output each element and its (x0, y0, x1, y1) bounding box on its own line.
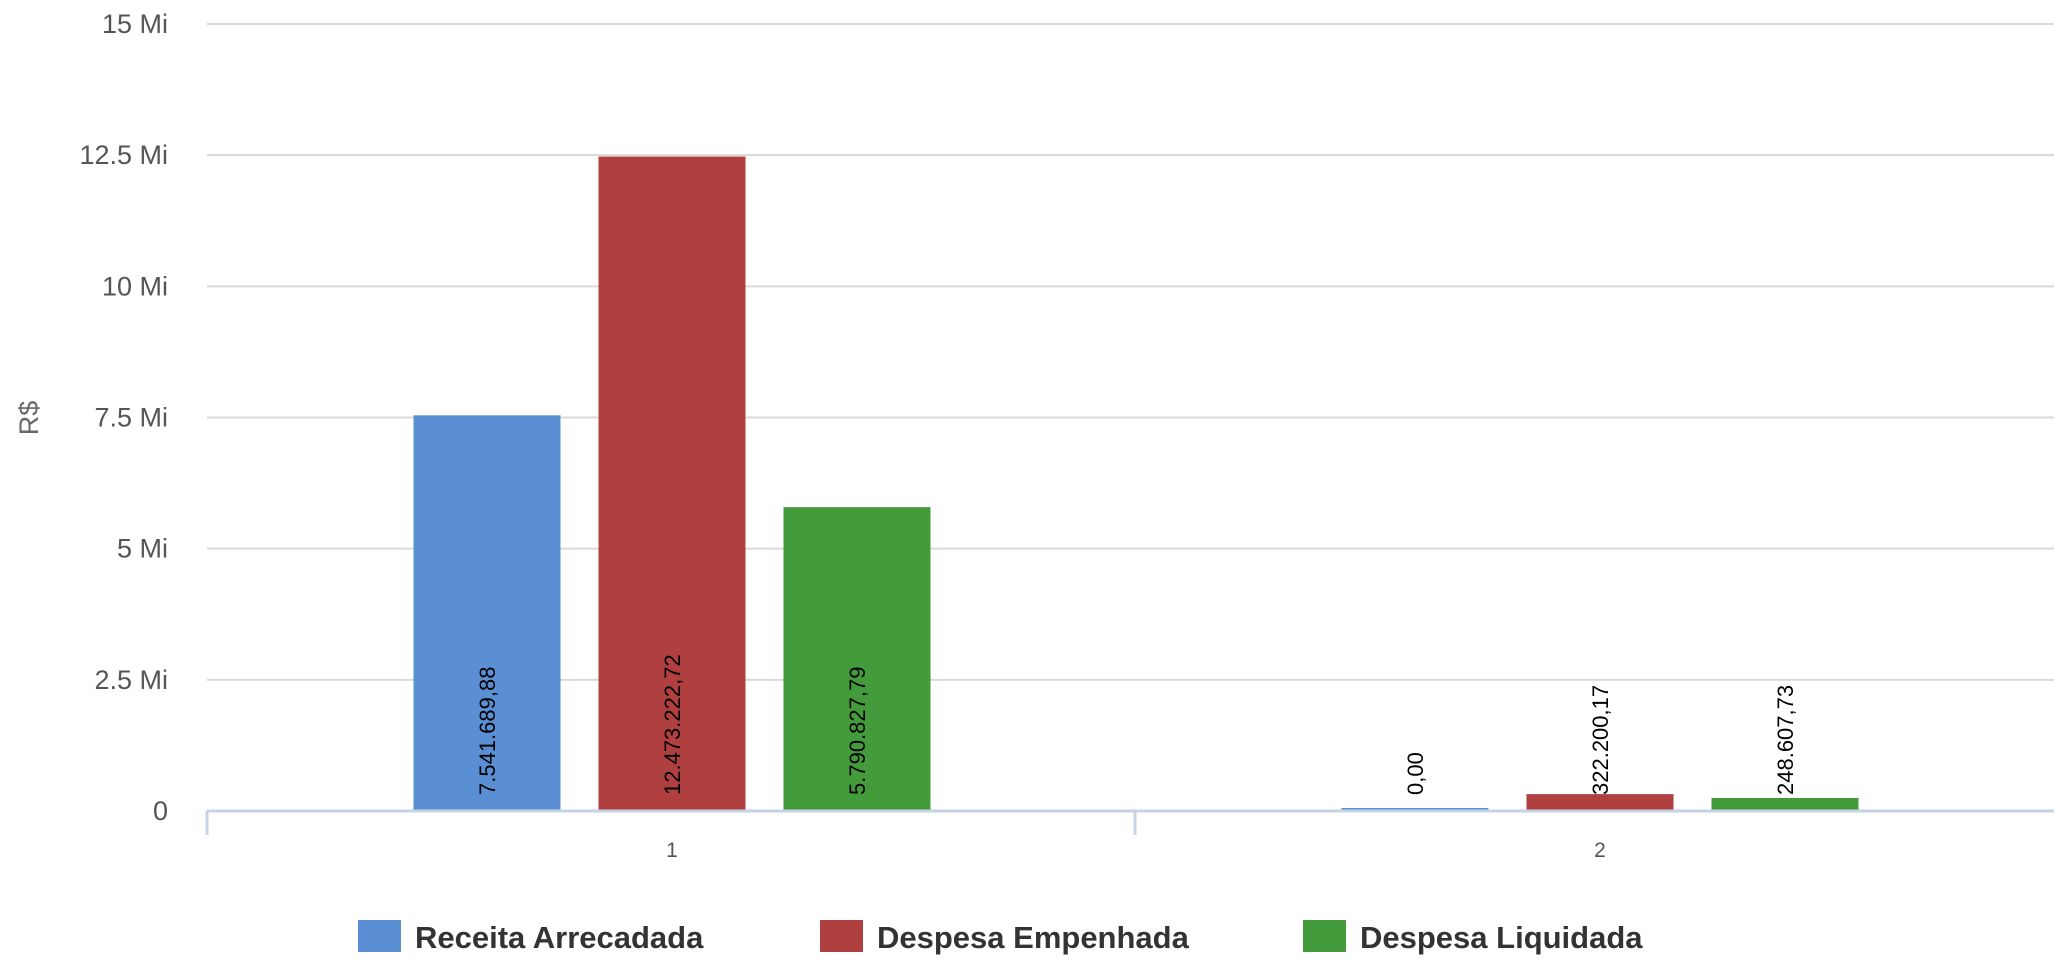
bar-despesa-liquidada[interactable] (783, 507, 931, 811)
legend-swatch (820, 920, 863, 952)
legend-swatch (1303, 920, 1346, 952)
bar-despesa-liquidada[interactable] (1711, 797, 1859, 811)
bar-despesa-empenhada[interactable] (1526, 794, 1674, 811)
bar-despesa-empenhada[interactable] (598, 156, 746, 811)
y-tick-label: 15 Mi (102, 9, 168, 39)
data-label: 0,00 (1403, 752, 1428, 795)
legend-label: Despesa Liquidada (1360, 920, 1643, 955)
y-tick-label: 10 Mi (102, 271, 168, 301)
y-tick-label: 2.5 Mi (94, 665, 168, 695)
data-labels: 7.541.689,88 12.473.222,72 5.790.827,79 0,0… (475, 654, 1798, 795)
bar-receita-arrecadada[interactable] (413, 415, 561, 811)
legend-swatch (358, 920, 401, 952)
legend-item-despesa-liquidada[interactable]: Despesa Liquidada (1303, 920, 1643, 955)
y-tick-label: 5 Mi (117, 534, 168, 564)
axes: 0 2.5 Mi 5 Mi 7.5 Mi 10 Mi 12.5 Mi 15 Mi 1 2 (79, 9, 2054, 862)
data-label: 5.790.827,79 (845, 667, 870, 795)
x-tick-label: 2 (1594, 839, 1606, 862)
legend-item-receita-arrecadada[interactable]: Receita Arrecadada (358, 920, 704, 955)
x-tick-label: 1 (666, 839, 678, 862)
legend[interactable]: Receita Arrecadada Despesa Empenhada Despe… (358, 920, 1643, 955)
legend-label: Despesa Empenhada (877, 920, 1190, 955)
data-label: 7.541.689,88 (475, 667, 500, 795)
legend-item-despesa-empenhada[interactable]: Despesa Empenhada (820, 920, 1190, 955)
y-tick-label: 7.5 Mi (94, 403, 168, 433)
y-tick-label: 12.5 Mi (79, 140, 168, 170)
bars (413, 156, 1859, 811)
data-label: 248.607,73 (1773, 685, 1798, 795)
data-label: 12.473.222,72 (660, 654, 685, 795)
y-axis-label: R$ (14, 401, 44, 436)
data-label: 322.200,17 (1588, 685, 1613, 795)
y-tick-label: 0 (153, 796, 168, 826)
legend-label: Receita Arrecadada (415, 920, 704, 955)
